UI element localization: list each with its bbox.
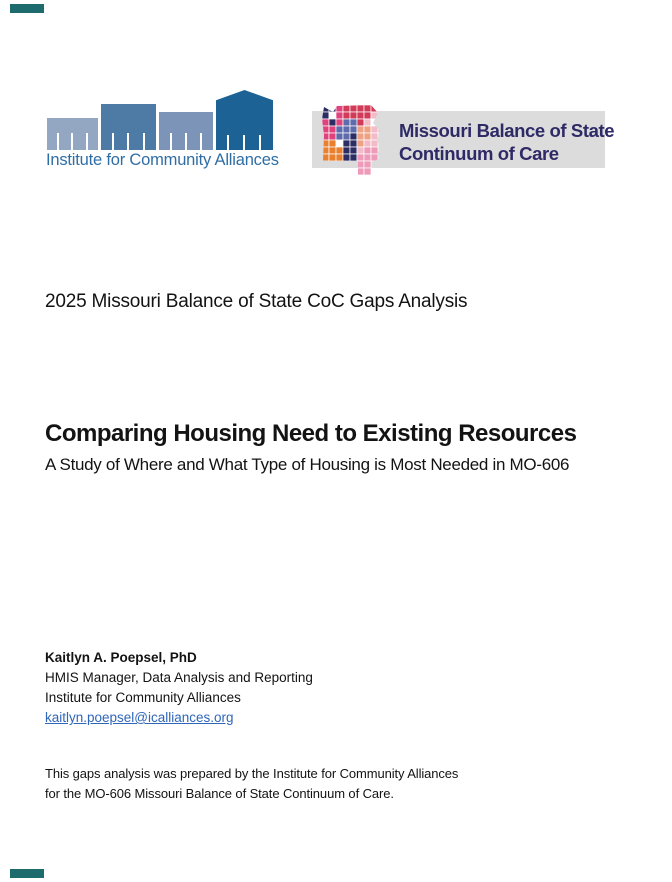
footer-note-line2: for the MO-606 Missouri Balance of State… [45, 786, 394, 801]
building-window [57, 133, 60, 150]
author-block: Kaitlyn A. Poepsel, PhD HMIS Manager, Da… [45, 648, 395, 728]
footer-note-line1: This gaps analysis was prepared by the I… [45, 766, 459, 781]
ica-building-1 [47, 118, 98, 150]
bottom-accent-bar [10, 869, 44, 878]
building-window [259, 135, 262, 150]
ica-building-3 [159, 112, 213, 150]
building-window [184, 133, 187, 150]
mobos-wordmark-line2: Continuum of Care [399, 143, 559, 164]
document-subtitle: A Study of Where and What Type of Housin… [45, 455, 570, 474]
top-accent-bar [10, 4, 44, 13]
ica-wordmark: Institute for Community Alliances [46, 151, 279, 169]
building-window [85, 133, 88, 150]
author-email-link[interactable]: kaitlyn.poepsel@icalliances.org [45, 710, 234, 725]
document-title: Comparing Housing Need to Existing Resou… [45, 420, 577, 447]
ica-logo: Institute for Community Alliances [46, 90, 279, 170]
building-window [142, 133, 145, 150]
mobos-wordmark: Missouri Balance of State Continuum of C… [399, 119, 615, 165]
building-window [112, 133, 114, 150]
author-email-row: kaitlyn.poepsel@icalliances.org [45, 708, 395, 728]
building-window [200, 133, 203, 150]
building-window [127, 133, 130, 150]
building-window [169, 133, 172, 150]
ica-building-4 [216, 90, 273, 150]
author-role: HMIS Manager, Data Analysis and Reportin… [45, 670, 313, 685]
author-organization: Institute for Community Alliances [45, 690, 241, 705]
building-window [243, 135, 246, 150]
mobos-wordmark-line1: Missouri Balance of State [399, 120, 615, 141]
ica-building-2 [101, 104, 156, 150]
document-heading: 2025 Missouri Balance of State CoC Gaps … [45, 291, 468, 312]
building-window [71, 133, 74, 150]
author-name: Kaitlyn A. Poepsel, PhD [45, 650, 197, 665]
building-window [227, 135, 230, 150]
footer-note: This gaps analysis was prepared by the I… [45, 764, 515, 804]
missouri-map-icon [322, 105, 383, 175]
